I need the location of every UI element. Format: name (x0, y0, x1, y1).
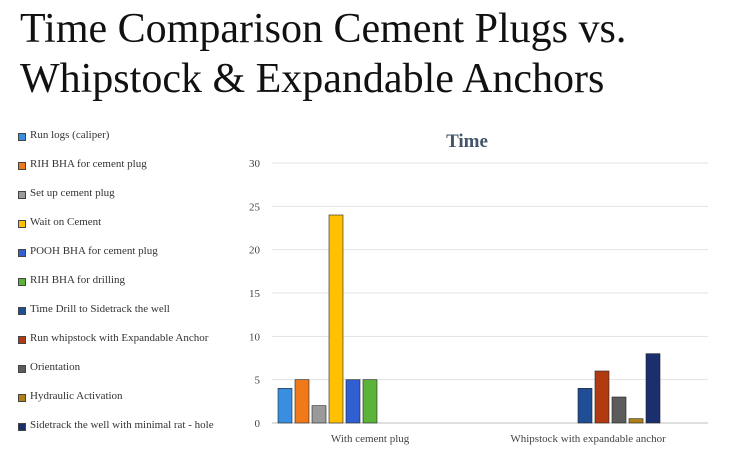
x-category-label: Whipstock with expandable anchor (510, 433, 666, 445)
page-title-line-1: Time Comparison Cement Plugs vs. (20, 6, 627, 52)
page-title: Time Comparison Cement Plugs vs. Whipsto… (20, 4, 720, 104)
legend-swatch (18, 278, 26, 286)
bar (594, 370, 610, 424)
page-title-line-2: Whipstock & Expandable Anchors (20, 56, 605, 102)
legend-label: RIH BHA for drilling (30, 274, 126, 286)
legend-swatch (18, 162, 26, 170)
bar (328, 214, 344, 424)
chart-title: Time (446, 131, 488, 152)
legend-label: Sidetrack the well with minimal rat - ho… (30, 419, 214, 431)
legend-swatch (18, 336, 26, 344)
legend-label: Time Drill to Sidetrack the well (30, 303, 170, 315)
legend-swatch (18, 191, 26, 199)
legend-swatch (18, 249, 26, 257)
bar (345, 379, 361, 424)
x-category-label: With cement plug (331, 433, 410, 445)
legend-swatch (18, 394, 26, 402)
legend-label: RIH BHA for cement plug (30, 158, 147, 170)
bar (294, 379, 310, 424)
y-tick-label: 5 (255, 375, 261, 387)
legend-label: Wait on Cement (30, 216, 102, 228)
y-tick-label: 25 (249, 201, 261, 213)
y-tick-label: 30 (249, 158, 261, 170)
bar (311, 405, 327, 424)
legend-label: Set up cement plug (30, 187, 115, 199)
y-tick-label: 10 (249, 331, 261, 343)
legend-label: Hydraulic Activation (30, 390, 123, 402)
legend-swatch (18, 220, 26, 228)
bar (277, 388, 293, 424)
y-tick-label: 20 (249, 245, 261, 257)
legend-swatch (18, 423, 26, 431)
bar (628, 418, 644, 424)
chart-legend: Run logs (caliper) RIH BHA for cement plu… (18, 128, 230, 458)
y-tick-label: 15 (249, 288, 261, 300)
bar (362, 379, 378, 424)
legend-swatch (18, 365, 26, 373)
legend-swatch (18, 133, 26, 141)
legend-label: Run whipstock with Expandable Anchor (30, 332, 209, 344)
bar (611, 396, 627, 424)
y-tick-label: 0 (255, 418, 261, 430)
legend-label: Orientation (30, 361, 81, 373)
legend-swatch (18, 307, 26, 315)
legend-label: Run logs (caliper) (30, 129, 110, 141)
bar (645, 353, 661, 424)
bar (577, 388, 593, 424)
legend-label: POOH BHA for cement plug (30, 245, 158, 257)
